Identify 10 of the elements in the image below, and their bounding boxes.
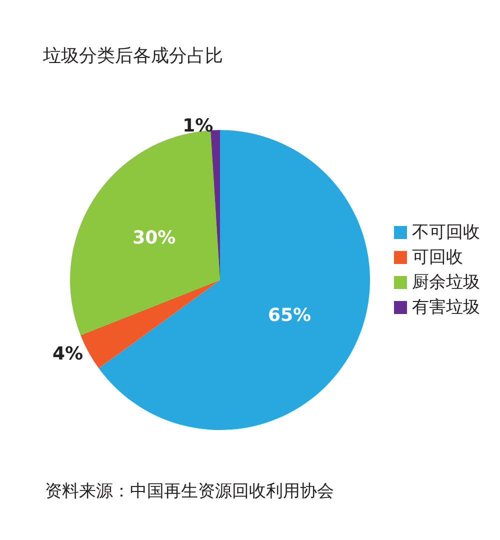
legend-label: 可回收: [412, 248, 463, 268]
data-label: 1%: [182, 116, 214, 137]
legend-label: 有害垃圾: [412, 298, 480, 318]
text: 资料来源：中国再生资源回收利用协会: [45, 482, 334, 502]
legend-label: 不可回收: [412, 222, 480, 242]
legend-label: 厨余垃圾: [412, 272, 480, 292]
data-label: 4%: [52, 344, 84, 365]
chart-title: 垃圾分类后各成分占比: [42, 46, 223, 66]
data-label: 30%: [132, 228, 176, 249]
data-label: 65%: [268, 304, 312, 326]
